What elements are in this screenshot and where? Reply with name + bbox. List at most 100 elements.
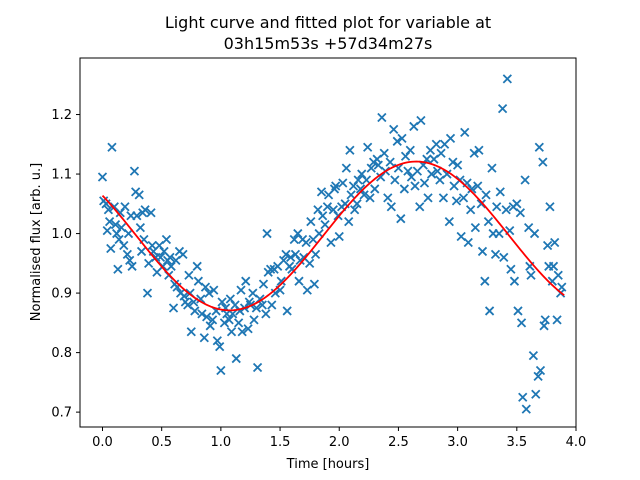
data-point [197, 309, 207, 319]
data-point [217, 297, 227, 307]
data-point [168, 303, 179, 313]
data-point [419, 178, 430, 188]
data-point [363, 142, 373, 152]
data-point [550, 237, 560, 248]
data-point [257, 300, 267, 310]
data-point [267, 300, 277, 310]
data-point [499, 252, 509, 263]
y-tick-label: 0.7 [51, 406, 72, 421]
data-point [265, 264, 276, 274]
data-point [231, 353, 241, 364]
data-point [305, 258, 315, 268]
data-point [553, 270, 563, 280]
data-point [190, 306, 200, 316]
data-point [345, 145, 355, 155]
data-point [129, 166, 140, 176]
axes [79, 57, 577, 428]
data-point [410, 181, 420, 191]
data-point [540, 315, 550, 325]
data-point [383, 193, 393, 203]
data-point [165, 252, 175, 263]
x-tick-label: 3.0 [447, 435, 468, 450]
data-point [310, 249, 321, 260]
fit-curve-layer [101, 160, 565, 312]
data-point [497, 103, 508, 114]
data-point [178, 249, 188, 260]
data-point [207, 315, 218, 325]
data-point [344, 217, 354, 227]
data-point [397, 133, 407, 143]
plot-frame [79, 57, 577, 428]
data-point [366, 163, 376, 173]
data-point [146, 208, 156, 218]
x-tick-label: 2.0 [329, 435, 350, 450]
data-point [103, 205, 114, 215]
data-point [276, 276, 286, 286]
data-point [473, 181, 483, 191]
data-point [501, 205, 511, 215]
data-point [405, 145, 415, 155]
data-point [512, 199, 522, 209]
data-point [199, 333, 209, 343]
data-point [426, 169, 437, 179]
data-point [215, 342, 225, 352]
y-tick-label: 1.0 [51, 227, 72, 242]
data-point [326, 237, 336, 248]
data-point [104, 217, 115, 227]
x-tick-label: 3.5 [506, 435, 527, 450]
data-point [528, 350, 539, 361]
data-point [331, 181, 341, 191]
data-point [282, 306, 292, 316]
data-point [436, 148, 446, 158]
data-point [396, 214, 406, 224]
data-point [487, 163, 497, 173]
data-point [484, 306, 495, 316]
data-point [306, 217, 316, 227]
data-point [492, 202, 502, 212]
data-point [106, 243, 116, 254]
data-point [355, 184, 366, 194]
data-point [353, 175, 363, 185]
data-point [352, 199, 362, 209]
data-point [415, 202, 425, 212]
data-point [542, 240, 553, 251]
data-point [186, 327, 196, 337]
data-point [365, 193, 375, 203]
data-point [132, 211, 142, 221]
data-point [125, 255, 135, 265]
data-point [135, 222, 146, 233]
data-point [516, 318, 527, 328]
data-point [200, 282, 211, 292]
data-point [286, 252, 296, 263]
data-point [474, 145, 484, 155]
data-point [403, 166, 413, 176]
data-point [120, 202, 130, 212]
data-point [495, 187, 505, 197]
data-point [134, 190, 144, 200]
data-point [262, 228, 272, 239]
data-point [301, 237, 311, 248]
data-point [545, 202, 555, 212]
data-point [502, 74, 512, 84]
x-ticks: 0.0 0.5 1.0 1.5 2.0 2.5 3.0 3.5 4.0 [92, 427, 586, 450]
x-tick-label: 0.5 [151, 435, 172, 450]
data-point [416, 115, 426, 126]
x-tick-label: 2.5 [388, 435, 409, 450]
data-point [483, 217, 494, 227]
data-point [349, 205, 360, 215]
data-point [122, 249, 132, 260]
data-point [445, 133, 456, 143]
x-tick-label: 1.0 [211, 435, 232, 450]
data-point [552, 315, 562, 325]
x-tick-label: 0.0 [92, 435, 113, 450]
data-point [477, 246, 488, 257]
data-point [557, 282, 567, 292]
data-point [161, 234, 172, 245]
data-point [289, 234, 299, 245]
data-point [444, 217, 454, 227]
data-point [470, 222, 481, 233]
data-point [192, 261, 202, 271]
data-point [233, 318, 244, 328]
data-point [270, 288, 280, 298]
